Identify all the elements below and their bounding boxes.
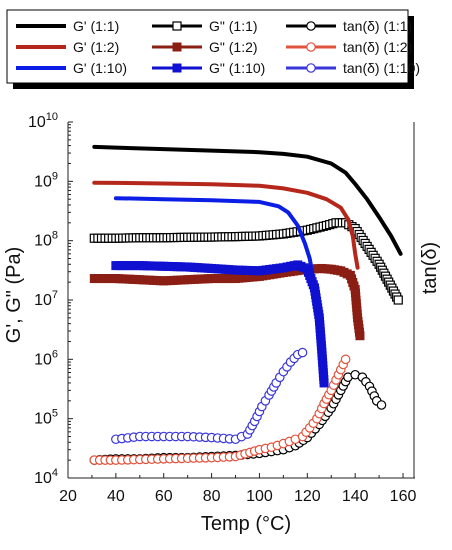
x-tick-label: 20	[59, 488, 77, 505]
legend-label: G' (1:1)	[73, 18, 119, 34]
legend-item: G" (1:1)	[152, 18, 258, 34]
x-tick-label: 60	[155, 488, 173, 505]
data-point	[172, 63, 182, 73]
series-6	[113, 196, 315, 274]
legend: G' (1:1) G" (1:1) tan(δ) (1:1) G' (1:2) G" (…	[16, 18, 420, 76]
data-point	[297, 347, 308, 358]
series-3	[92, 180, 360, 270]
series-7	[111, 260, 329, 388]
y2-axis-label: tan(δ)	[419, 242, 441, 294]
legend-item: G' (1:1)	[16, 18, 119, 34]
data-point	[172, 42, 182, 52]
data-point	[306, 63, 316, 73]
legend-label: tan(δ) (1:2)	[343, 39, 412, 55]
x-tick-label: 100	[246, 488, 273, 505]
y-axis-label: G', G" (Pa)	[3, 247, 25, 343]
series-layer	[89, 144, 403, 465]
series-line	[92, 144, 403, 256]
x-axis-label: Temp (°C)	[201, 513, 291, 535]
y-tick-label: 105	[34, 408, 58, 428]
legend-item: tan(δ) (1:2)	[286, 39, 412, 55]
x-tick-label: 40	[107, 488, 125, 505]
legend-item: tan(δ) (1:1)	[286, 18, 412, 34]
y-tick-label: 107	[34, 289, 58, 309]
legend-box	[6, 9, 409, 84]
data-point	[393, 295, 403, 305]
y-tick-label: 104	[34, 467, 58, 487]
legend-item: G' (1:2)	[16, 39, 119, 55]
data-point	[340, 354, 351, 365]
data-point	[306, 42, 316, 52]
legend-label: G' (1:2)	[73, 39, 119, 55]
data-point	[172, 21, 182, 31]
axes: 20 40 60 80 100 120 140 160 104 105 106 107 108 109 10…	[28, 111, 417, 505]
series-line	[113, 196, 315, 274]
y-tick-label: 108	[34, 230, 58, 250]
x-tick-label: 120	[294, 488, 321, 505]
series-line	[92, 180, 360, 270]
legend-label: G" (1:10)	[209, 60, 265, 76]
data-point	[376, 400, 387, 410]
x-tick-label: 160	[390, 488, 417, 505]
legend-item: tan(δ) (1:10)	[286, 60, 420, 76]
series-8	[111, 347, 308, 445]
legend-label: G' (1:10)	[73, 60, 127, 76]
series-5	[89, 354, 351, 465]
series-4	[89, 263, 365, 341]
legend-item: G" (1:2)	[152, 39, 258, 55]
data-point	[306, 21, 316, 31]
y-tick-label: 106	[34, 348, 58, 368]
x-tick-label: 80	[203, 488, 221, 505]
x-tick-label: 140	[342, 488, 369, 505]
series-0	[92, 144, 403, 256]
legend-label: G" (1:1)	[209, 18, 258, 34]
legend-label: tan(δ) (1:1)	[343, 18, 412, 34]
legend-item: G" (1:10)	[152, 60, 265, 76]
data-point	[355, 331, 365, 341]
legend-label: G" (1:2)	[209, 39, 258, 55]
legend-label: tan(δ) (1:10)	[343, 60, 420, 76]
y-tick-label: 109	[34, 170, 58, 190]
data-point	[319, 378, 329, 388]
y-tick-label: 1010	[28, 111, 58, 131]
legend-item: G' (1:10)	[16, 60, 127, 76]
